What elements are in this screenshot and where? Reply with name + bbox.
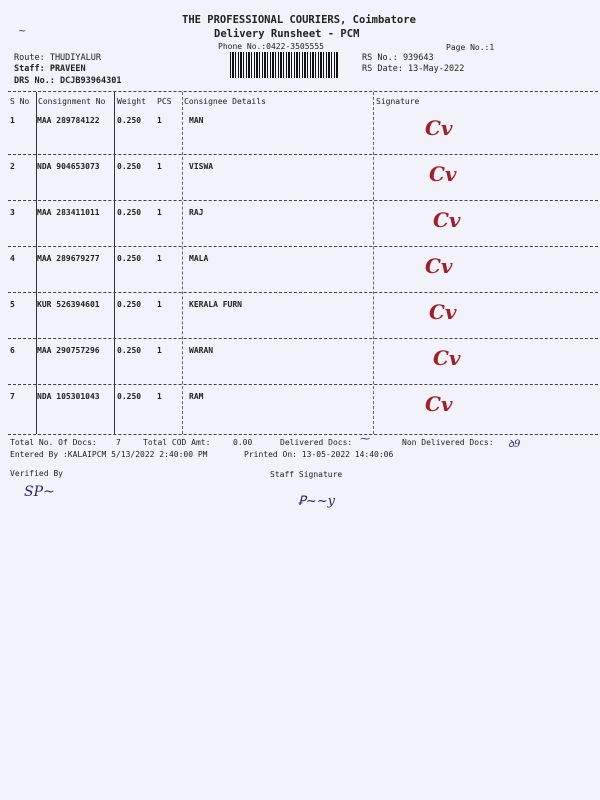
row-divider [8,200,598,201]
recipient-signature: Cv [433,346,461,370]
route: Route: THUDIYALUR [14,53,101,63]
table-row: 5 KUR 526394601 0.250 1 KERALA FURN Cv [0,294,600,340]
cell-sno: 3 [10,208,15,217]
cell-pcs: 1 [157,208,162,217]
col-header-sno: S No [10,97,30,106]
cell-weight: 0.250 [117,392,142,401]
cell-consignee: WARAN [189,346,214,355]
handwritten-mark: ꝺ9 [508,439,521,450]
cell-sno: 1 [10,116,15,125]
entered-by: Entered By :KALAIPCM 5/13/2022 2:40:00 P… [10,450,208,459]
col-header-consignment: Consignment No [38,97,106,106]
phone-number: Phone No.:0422-3505555 [218,42,324,51]
cell-pcs: 1 [157,162,162,171]
barcode [230,52,338,78]
cell-consignee: RAM [189,392,204,401]
col-header-signature: Signature [376,97,420,106]
rs-date: RS Date: 13-May-2022 [362,64,465,74]
column-divider [373,92,374,434]
divider [8,91,598,92]
col-header-pcs: PCS [157,97,172,106]
verifier-signature: SP~ [24,484,55,500]
col-header-weight: Weight [117,97,146,106]
cell-consignment: MAA 289679277 [37,254,100,263]
staff-signature-label: Staff Signature [270,470,343,479]
cell-consignment: MAA 289784122 [37,116,100,125]
divider [8,434,598,435]
cell-weight: 0.250 [117,346,142,355]
cell-sno: 4 [10,254,15,263]
total-cod: 0.00 [233,438,253,447]
cell-consignee: MAN [189,116,204,125]
cell-consignment: MAA 283411011 [37,208,100,217]
drs-number: DRS No.: DCJB93964301 [14,76,122,86]
recipient-signature: Cv [429,162,457,186]
scribble-mark: ~ [18,26,27,37]
delivered-docs-label: Delivered Docs: [280,438,353,447]
column-divider [114,92,115,434]
cell-consignment: NDA 105301043 [37,392,100,401]
total-docs: 7 [116,438,121,447]
cell-pcs: 1 [157,346,162,355]
cell-sno: 2 [10,162,15,171]
col-header-consignee: Consignee Details [184,97,266,106]
recipient-signature: Cv [425,116,453,140]
total-docs-label: Total No. Of Docs: [10,438,97,447]
cell-consignee: KERALA FURN [189,300,242,309]
row-divider [8,246,598,247]
printed-on: Printed On: 13-05-2022 14:40:06 [244,450,394,459]
cell-pcs: 1 [157,392,162,401]
column-divider [36,92,37,434]
cell-consignment: NDA 904653073 [37,162,100,171]
rs-number: RS No.: 939643 [362,53,434,63]
table-row: 4 MAA 289679277 0.250 1 MALA Cv [0,248,600,294]
cell-weight: 0.250 [117,300,142,309]
recipient-signature: Cv [429,300,457,324]
verified-by-label: Verified By [10,469,63,478]
total-cod-label: Total COD Amt: [143,438,211,447]
cell-consignment: MAA 290757296 [37,346,100,355]
cell-sno: 5 [10,300,15,309]
table-row: 2 NDA 904653073 0.250 1 VISWA Cv [0,156,600,202]
cell-sno: 7 [10,392,15,401]
cell-weight: 0.250 [117,208,142,217]
cell-pcs: 1 [157,116,162,125]
table-row: 3 MAA 283411011 0.250 1 RAJ Cv [0,202,600,248]
table-row: 7 NDA 105301043 0.250 1 RAM Cv [0,386,600,432]
row-divider [8,338,598,339]
table-row: 6 MAA 290757296 0.250 1 WARAN Cv [0,340,600,386]
cell-consignee: RAJ [189,208,204,217]
cell-consignee: MALA [189,254,209,263]
recipient-signature: Cv [433,208,461,232]
cell-consignment: KUR 526394601 [37,300,100,309]
cell-weight: 0.250 [117,254,142,263]
cell-consignee: VISWA [189,162,214,171]
cell-weight: 0.250 [117,116,142,125]
row-divider [8,292,598,293]
row-divider [8,154,598,155]
table-row: 1 MAA 289784122 0.250 1 MAN Cv [0,110,600,156]
cell-pcs: 1 [157,254,162,263]
handwritten-mark: ⁓ [360,434,370,445]
company-name: THE PROFESSIONAL COURIERS, Coimbatore [182,14,416,26]
non-delivered-docs-label: Non Delivered Docs: [402,438,494,447]
page-number: Page No.:1 [446,43,495,52]
cell-sno: 6 [10,346,15,355]
cell-weight: 0.250 [117,162,142,171]
cell-pcs: 1 [157,300,162,309]
recipient-signature: Cv [425,392,453,416]
staff: Staff: PRAVEEN [14,64,86,74]
recipient-signature: Cv [425,254,453,278]
column-divider [182,92,183,434]
document-title: Delivery Runsheet - PCM [214,28,360,40]
row-divider [8,384,598,385]
staff-signature: Ꝑ~~y [298,494,335,509]
